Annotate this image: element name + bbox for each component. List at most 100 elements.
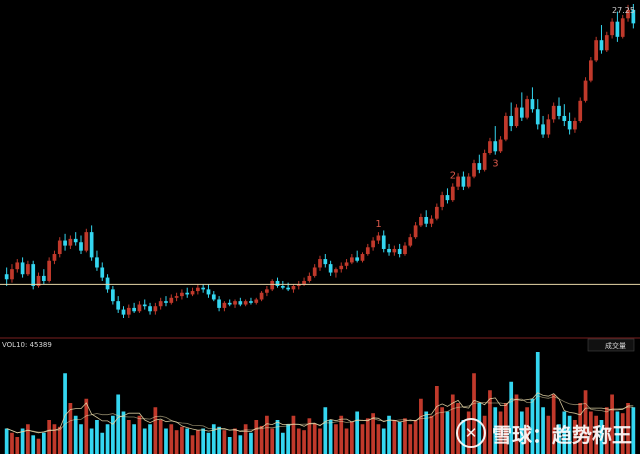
watermark: ✕ 雪球：趋势称王 bbox=[456, 418, 632, 448]
candle-body bbox=[519, 107, 524, 118]
candle bbox=[105, 274, 110, 293]
annotation-label: 2 bbox=[450, 170, 456, 181]
candle bbox=[588, 57, 593, 83]
candle-body bbox=[142, 304, 147, 307]
candle bbox=[153, 302, 158, 315]
candle-body bbox=[52, 254, 57, 261]
volume-bar bbox=[509, 381, 514, 454]
volume-bar bbox=[392, 420, 397, 454]
candle bbox=[95, 250, 99, 271]
volume-bar bbox=[227, 437, 232, 454]
volume-bar bbox=[583, 390, 588, 454]
candle-body bbox=[116, 301, 121, 310]
candle-body bbox=[434, 206, 439, 219]
candle bbox=[158, 297, 163, 310]
candle bbox=[477, 154, 482, 174]
volume-bar bbox=[588, 411, 593, 454]
volume-bar bbox=[132, 424, 136, 454]
volume-bar bbox=[594, 415, 599, 454]
candle bbox=[408, 233, 413, 248]
volume-bar bbox=[434, 386, 439, 454]
candle bbox=[328, 260, 333, 276]
candle bbox=[79, 235, 83, 255]
candle bbox=[100, 262, 105, 281]
candle bbox=[137, 301, 142, 313]
candle bbox=[594, 36, 599, 63]
candle-body bbox=[498, 139, 503, 152]
candle bbox=[429, 215, 434, 228]
volume-bar bbox=[450, 394, 455, 454]
candle bbox=[243, 299, 248, 307]
candle bbox=[419, 213, 423, 228]
candle bbox=[498, 136, 503, 154]
candle-body bbox=[535, 109, 540, 125]
candle bbox=[403, 242, 407, 256]
volume-bar bbox=[429, 415, 434, 454]
candle-body bbox=[158, 301, 163, 307]
candle-body bbox=[291, 286, 296, 290]
candle-body bbox=[530, 99, 535, 110]
candle bbox=[631, 4, 636, 29]
volume-bar bbox=[259, 425, 264, 454]
candle bbox=[89, 225, 94, 261]
candle-body bbox=[620, 18, 625, 37]
volume-bar bbox=[265, 415, 269, 454]
candle bbox=[504, 112, 508, 142]
candle bbox=[254, 297, 259, 305]
candle-body bbox=[79, 242, 83, 251]
volume-bar bbox=[626, 403, 630, 454]
candle-body bbox=[562, 115, 567, 122]
candle bbox=[557, 97, 561, 120]
candle-body bbox=[466, 176, 471, 187]
candle bbox=[318, 255, 322, 271]
candle-body bbox=[599, 40, 604, 51]
volume-bar bbox=[519, 411, 524, 454]
candle bbox=[15, 259, 20, 273]
volume-bar bbox=[498, 411, 503, 454]
volume-bar bbox=[408, 424, 413, 454]
candle-body bbox=[408, 237, 413, 246]
volume-bar bbox=[360, 424, 365, 454]
candle-body bbox=[472, 163, 476, 177]
candle bbox=[355, 250, 360, 263]
candle-body bbox=[397, 248, 402, 255]
volume-button[interactable]: 成交量 bbox=[587, 338, 635, 352]
candle-body bbox=[254, 299, 259, 303]
volume-bar bbox=[381, 428, 386, 454]
candle bbox=[31, 260, 36, 290]
candle-body bbox=[68, 238, 73, 246]
volume-bar bbox=[249, 432, 253, 454]
candle-body bbox=[275, 280, 280, 287]
candle bbox=[445, 188, 450, 204]
candle bbox=[265, 286, 269, 297]
candle-body bbox=[350, 257, 354, 263]
candle bbox=[52, 250, 57, 265]
candle-body bbox=[211, 294, 216, 300]
candle bbox=[434, 203, 439, 221]
volume-bar bbox=[164, 428, 168, 454]
candle-body bbox=[355, 257, 360, 261]
candle-body bbox=[344, 262, 349, 266]
volume-bar bbox=[557, 424, 561, 454]
annotation-label: 3 bbox=[492, 159, 498, 170]
candle-body bbox=[578, 100, 583, 122]
volume-bar bbox=[222, 430, 227, 454]
candle-body bbox=[296, 284, 301, 287]
candle-body bbox=[573, 121, 577, 130]
volume-header: VOL10: 45389 bbox=[2, 341, 52, 349]
volume-bar bbox=[286, 424, 290, 454]
volume-bar bbox=[350, 421, 354, 454]
candle bbox=[238, 297, 243, 307]
candle-body bbox=[36, 275, 41, 287]
volume-bar bbox=[254, 420, 259, 454]
candle-body bbox=[424, 216, 429, 224]
volume-bar bbox=[371, 413, 375, 454]
candle-body bbox=[217, 299, 221, 308]
candle bbox=[551, 102, 556, 123]
candle bbox=[392, 245, 397, 256]
candle bbox=[10, 264, 14, 283]
candle-body bbox=[84, 232, 89, 251]
volume-bar bbox=[323, 407, 328, 454]
candle-body bbox=[445, 195, 450, 201]
